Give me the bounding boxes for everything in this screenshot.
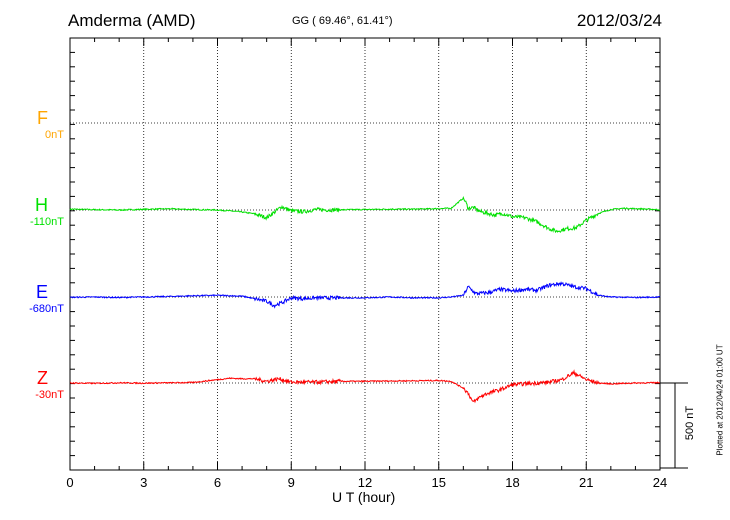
component-baseline: -110nT (29, 216, 64, 228)
x-tick-label: 18 (505, 475, 519, 490)
x-tick-label: 24 (653, 475, 667, 490)
x-tick-label: 15 (432, 475, 446, 490)
x-tick-label: 9 (288, 475, 295, 490)
component-baseline: -680nT (29, 303, 64, 315)
component-name: E (35, 282, 48, 302)
component-name: Z (37, 368, 48, 388)
x-tick-label: 21 (579, 475, 593, 490)
series-line-h (69, 195, 661, 234)
component-label-h: H -110nT (0, 195, 64, 228)
x-tick-label: 3 (140, 475, 147, 490)
component-baseline: 0nT (45, 129, 64, 141)
component-name: H (35, 195, 48, 215)
x-axis-label: U T (hour) (332, 489, 396, 505)
component-label-f: F 0nT (0, 108, 64, 141)
series-line-e (69, 281, 661, 309)
geographic-coordinates: GG ( 69.46°, 61.41°) (292, 15, 393, 27)
component-label-e: E -680nT (0, 282, 64, 315)
component-name: F (37, 108, 48, 128)
x-tick-label: 12 (358, 475, 372, 490)
component-label-z: Z -30nT (0, 368, 64, 401)
series-line-z (69, 369, 660, 404)
station-title: Amderma (AMD) (68, 11, 196, 30)
x-tick-label: 6 (214, 475, 221, 490)
component-baseline: -30nT (35, 389, 64, 401)
scale-bar-label: 500 nT (684, 405, 696, 441)
plotted-timestamp: Plotted at 2012/04/24 01:00 UT (715, 344, 725, 456)
x-tick-label: 0 (66, 475, 73, 490)
plot-date: 2012/03/24 (576, 11, 662, 30)
